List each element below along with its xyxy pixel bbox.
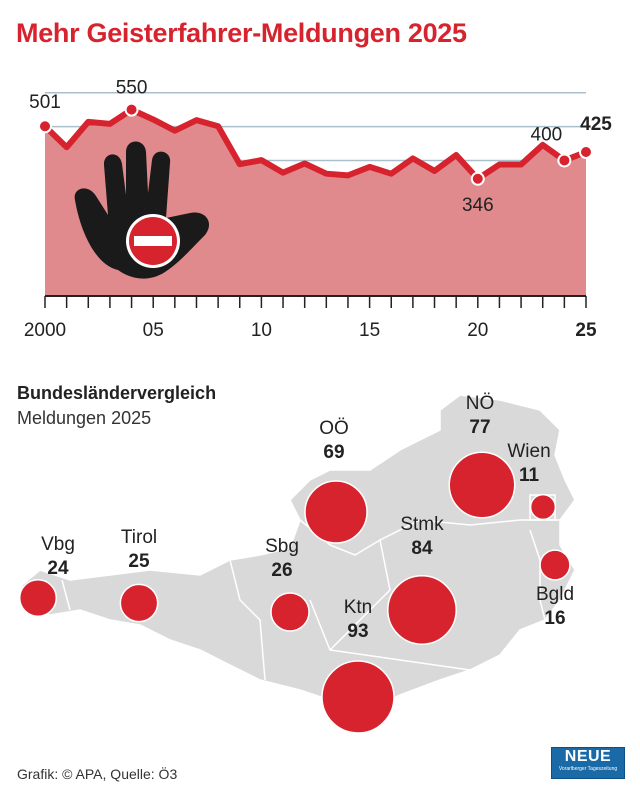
bubble-nö [448,451,516,519]
data-point [38,119,52,134]
region-name: Sbg [265,536,299,557]
x-tick-label: 25 [575,320,597,341]
region-name: Vbg [41,534,75,555]
region-name: Wien [507,441,550,462]
state-borders [61,494,560,681]
bubble-stmk [387,575,457,645]
region-name: Tirol [121,527,157,548]
data-label: 400 [531,124,563,145]
chart-title: Mehr Geisterfahrer-Meldungen 2025 [16,18,467,48]
stop-hand-no-entry-icon [74,141,210,279]
region-value: 24 [47,558,69,579]
bubble-vbg [18,578,58,618]
region-value: 84 [411,538,433,559]
data-label: 425 [580,114,612,135]
region-value: 25 [128,551,150,572]
data-label: 501 [29,92,61,113]
data-point [470,171,485,186]
line-chart: 501 550 346 400 425 2000 05 10 15 20 25 [24,78,612,341]
bubble-wien [529,493,557,521]
bubble-sbg [270,592,310,632]
data-label: 550 [116,78,148,99]
source-credit: Grafik: © APA, Quelle: Ö3 [17,766,178,782]
region-name: Stmk [400,514,444,535]
data-label: 346 [462,195,494,216]
map-title: Bundesländervergleich [17,383,217,403]
x-tick-label: 2000 [24,320,66,341]
x-tick-label: 10 [251,320,272,341]
bubble-oö [304,480,368,544]
x-tick-label: 15 [359,320,380,341]
neue-logo: NEUE Vorarlberger Tageszeitung [551,747,625,779]
x-tick-label: 05 [143,320,164,341]
region-name: Bgld [536,584,574,605]
region-name: Ktn [344,597,373,618]
map-subtitle: Meldungen 2025 [17,408,152,428]
region-name: NÖ [466,393,495,414]
data-point [557,153,572,168]
bubble-bgld [539,549,571,581]
data-point [579,144,593,159]
region-value: 16 [544,608,565,629]
region-name: OÖ [319,418,349,439]
bubble-tirol [119,583,159,623]
region-value: 69 [323,442,344,463]
x-tick-label: 20 [467,320,488,341]
bubble-ktn [321,660,395,734]
region-value: 93 [347,621,368,642]
data-point [124,102,139,117]
region-value: 77 [469,417,490,438]
region-value: 11 [519,465,540,486]
region-value: 26 [271,560,292,581]
